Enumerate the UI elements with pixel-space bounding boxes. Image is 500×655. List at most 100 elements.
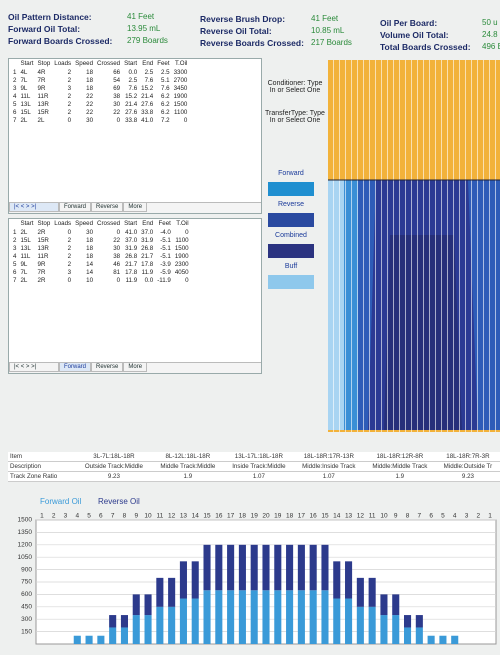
bar-segment xyxy=(132,615,140,644)
cell: 22 xyxy=(86,92,94,100)
table-row: 2 15L 15R 2 18 22 37.0 31.9 -5.1 1100 xyxy=(11,236,191,244)
cell: 5 xyxy=(13,260,17,268)
cell: 18 xyxy=(86,236,94,244)
transfer-select[interactable]: TransferType: Type In or Select One xyxy=(265,110,325,124)
x-tick-label: 16 xyxy=(310,513,318,520)
column-header: End xyxy=(142,220,154,227)
cell: 46 xyxy=(113,260,121,268)
field-value: 13.95 mL xyxy=(127,24,161,33)
column-header: Speed xyxy=(75,60,94,67)
column-header: Start xyxy=(20,60,34,67)
cell: 31.9 xyxy=(141,236,154,244)
field-label: Forward Boards Crossed: xyxy=(8,36,113,46)
bar-segment xyxy=(109,615,117,628)
zone-cell: 8L-12L:18L-18R xyxy=(151,452,224,462)
cell: 27.6 xyxy=(125,108,138,116)
field-value: 10.85 mL xyxy=(311,26,345,35)
bar-segment xyxy=(227,544,235,591)
cell: 2L xyxy=(20,276,28,284)
bar-segment xyxy=(144,594,152,616)
cell: 9L xyxy=(20,260,28,268)
bar-segment xyxy=(97,635,105,644)
table-row: 4 11L 11R 2 22 38 15.2 21.4 6.2 1900 xyxy=(11,92,189,100)
x-tick-label: 20 xyxy=(262,513,270,520)
cell: 37.0 xyxy=(125,236,138,244)
y-tick-label: 1050 xyxy=(18,554,33,561)
cell: 1 xyxy=(13,68,17,76)
zone-cell: 1.9 xyxy=(151,471,224,482)
cell: 33.8 xyxy=(125,116,138,124)
legend-swatch[interactable] xyxy=(268,213,314,227)
cell: 3 xyxy=(67,84,72,92)
cell: 0 xyxy=(116,228,121,236)
cell: -5.1 xyxy=(160,236,171,244)
bar-segment xyxy=(368,606,376,644)
bar-segment xyxy=(286,544,294,591)
nav-arrows: |< < > >| xyxy=(9,203,59,212)
tab[interactable]: Forward xyxy=(59,363,92,372)
x-tick-label: 11 xyxy=(156,513,163,520)
cell: 21.7 xyxy=(141,252,154,260)
field-label: Oil Pattern Distance: xyxy=(8,12,92,22)
legend-swatch[interactable] xyxy=(268,182,314,196)
bar-segment xyxy=(120,615,128,628)
bar-segment xyxy=(156,577,164,607)
field-value: 41 Feet xyxy=(127,12,155,21)
cell: 15R xyxy=(37,236,49,244)
cell: 2.5 xyxy=(128,76,138,84)
cell: 18 xyxy=(86,244,94,252)
tab-bar: |< < > >| Forward Reverse More xyxy=(9,202,261,213)
zone-cell: 18L-18R:17R-13R xyxy=(293,452,364,462)
cell: -3.9 xyxy=(160,260,171,268)
cell: 2.5 xyxy=(160,68,170,76)
cell: 69 xyxy=(113,84,121,92)
lane-graphic xyxy=(328,60,500,432)
tab-bar: |< < > >| Forward Reverse More xyxy=(9,362,261,373)
tab[interactable]: More xyxy=(123,203,148,212)
cell: 10 xyxy=(86,276,94,284)
bar-segment xyxy=(380,594,388,616)
bar-segment xyxy=(168,606,176,644)
table-row: 7 2L 2R 0 10 0 11.9 0.0 -11.9 0 xyxy=(11,276,191,284)
cell: 18 xyxy=(86,68,94,76)
zone-cell: 9.23 xyxy=(76,471,152,482)
y-tick-label: 1500 xyxy=(18,517,33,524)
field-value: 50 u xyxy=(482,18,498,27)
tab[interactable]: Forward xyxy=(59,203,92,212)
legend-label: Combined xyxy=(275,232,307,239)
bar-segment xyxy=(380,615,388,644)
bar-segment xyxy=(333,561,341,599)
table-row: 2 7L 7R 2 18 54 2.5 7.6 5.1 2700 xyxy=(11,76,189,84)
zone-cell: Middle Track:Middle xyxy=(151,461,224,472)
field-value: 217 Boards xyxy=(311,38,352,47)
bar-segment xyxy=(262,544,270,591)
cell: 6 xyxy=(13,268,17,276)
tab[interactable]: Reverse xyxy=(91,203,124,212)
x-tick-label: 6 xyxy=(429,513,433,520)
cell: 3 xyxy=(67,268,72,276)
cell: 15L xyxy=(20,236,31,244)
cell: 7 xyxy=(13,276,17,284)
cell: 5 xyxy=(13,100,17,108)
bar-segment xyxy=(286,590,294,644)
x-tick-label: 17 xyxy=(227,513,235,520)
column-header: Crossed xyxy=(97,60,121,67)
cell: 17.8 xyxy=(141,260,154,268)
legend-swatch[interactable] xyxy=(268,275,314,289)
legend-label: Reverse xyxy=(277,201,305,208)
field-label: Reverse Oil Total: xyxy=(200,26,272,36)
x-tick-label: 10 xyxy=(144,513,152,520)
legend-swatch[interactable] xyxy=(268,244,314,258)
cell: 15.2 xyxy=(141,84,154,92)
cell: -5.1 xyxy=(160,252,171,260)
conditioner-select[interactable]: Conditioner: Type In or Select One xyxy=(267,80,323,94)
tab[interactable]: More xyxy=(123,363,148,372)
bar-segment xyxy=(203,544,211,591)
cell: 11R xyxy=(37,252,49,260)
cell: 11.9 xyxy=(125,276,138,284)
tab[interactable]: Reverse xyxy=(91,363,124,372)
cell: 26.8 xyxy=(125,252,138,260)
cell: 2 xyxy=(67,76,72,84)
cell: 21.7 xyxy=(125,260,138,268)
